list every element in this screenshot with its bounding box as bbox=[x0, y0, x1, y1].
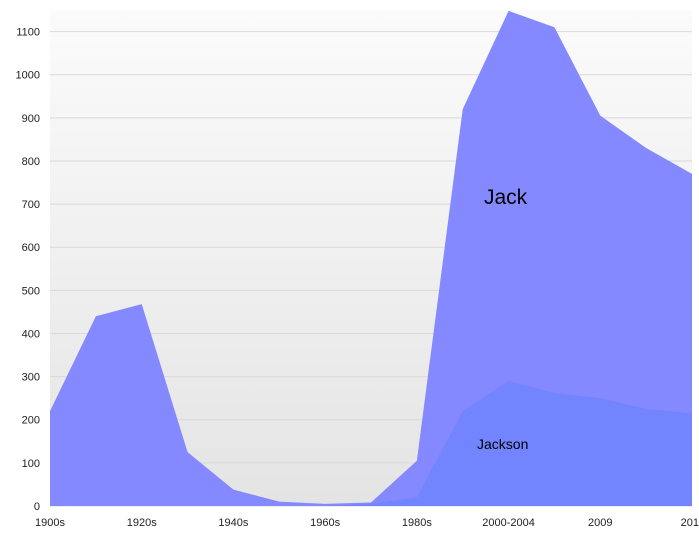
x-tick-label: 2000-2004 bbox=[482, 517, 535, 529]
x-tick-label: 2009 bbox=[588, 517, 612, 529]
y-tick-label: 0 bbox=[34, 501, 40, 513]
x-tick-label: 201 bbox=[681, 517, 699, 529]
x-tick-label: 1920s bbox=[127, 517, 157, 529]
series-label-jackson: Jackson bbox=[477, 436, 528, 452]
y-axis: 0 100 200 300 400 500 600 700 800 900 1000 1100 bbox=[16, 27, 40, 513]
y-tick-label: 500 bbox=[22, 285, 40, 297]
y-tick-label: 400 bbox=[22, 328, 40, 340]
x-axis: 1900s 1920s 1940s 1960s 1980s 2000-2004 2009 20… bbox=[35, 517, 699, 529]
x-tick-label: 1960s bbox=[310, 517, 340, 529]
series-area-jack bbox=[50, 10, 692, 506]
y-tick-label: 800 bbox=[22, 156, 40, 168]
x-tick-label: 1940s bbox=[218, 517, 248, 529]
y-tick-label: 700 bbox=[22, 199, 40, 211]
y-tick-label: 600 bbox=[22, 242, 40, 254]
x-tick-label: 1980s bbox=[402, 517, 432, 529]
y-tick-label: 300 bbox=[22, 372, 40, 384]
x-tick-label: 1900s bbox=[35, 517, 65, 529]
series-areas bbox=[50, 10, 692, 506]
y-tick-label: 900 bbox=[22, 113, 40, 125]
series-label-jack: Jack bbox=[484, 186, 528, 209]
y-tick-label: 1000 bbox=[16, 70, 40, 82]
y-tick-label: 200 bbox=[22, 415, 40, 427]
series-area-jackson bbox=[50, 380, 692, 506]
y-tick-label: 1100 bbox=[16, 27, 40, 39]
y-tick-label: 100 bbox=[22, 458, 40, 470]
series-labels: Jack Jackson bbox=[477, 186, 528, 452]
